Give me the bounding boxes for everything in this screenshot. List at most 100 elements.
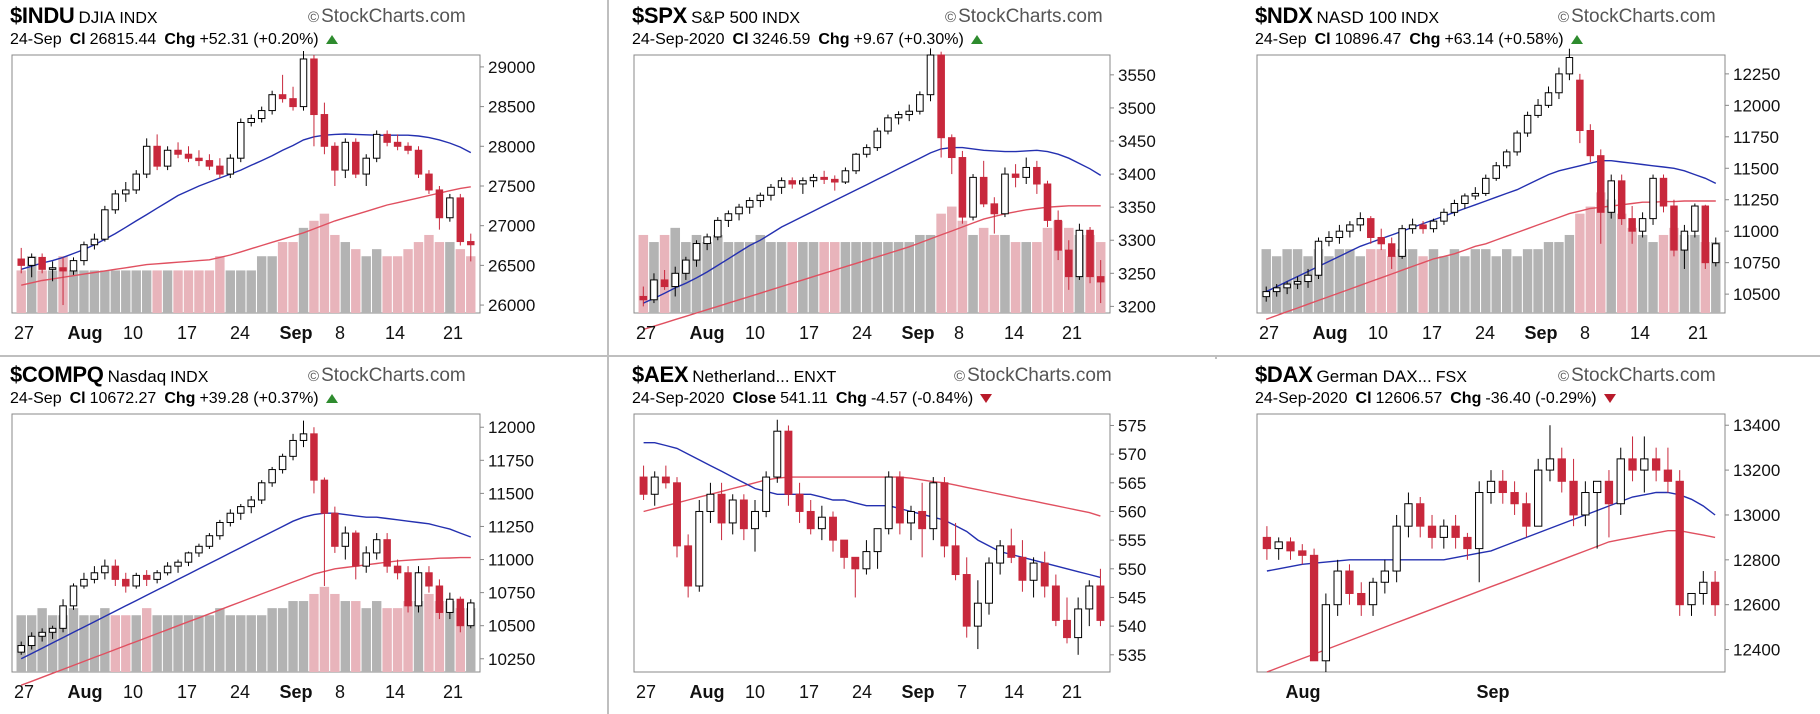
candle[interactable] bbox=[795, 482, 804, 523]
candle[interactable] bbox=[1649, 174, 1657, 225]
candle[interactable] bbox=[1033, 160, 1041, 194]
candle[interactable] bbox=[1367, 216, 1375, 244]
candle[interactable] bbox=[1096, 568, 1105, 627]
candle[interactable] bbox=[969, 174, 977, 221]
candle[interactable] bbox=[1064, 240, 1073, 290]
candle[interactable] bbox=[226, 154, 235, 179]
candle[interactable] bbox=[1557, 447, 1566, 493]
candle[interactable] bbox=[163, 146, 172, 171]
candle[interactable] bbox=[467, 233, 475, 262]
candle[interactable] bbox=[799, 177, 807, 194]
candle[interactable] bbox=[383, 130, 391, 147]
candle[interactable] bbox=[1074, 597, 1083, 655]
candle[interactable] bbox=[362, 546, 370, 573]
candle[interactable] bbox=[80, 241, 88, 266]
candle[interactable] bbox=[310, 55, 318, 147]
candle[interactable] bbox=[735, 203, 743, 221]
candle[interactable] bbox=[806, 500, 815, 535]
candle[interactable] bbox=[142, 570, 151, 586]
candle[interactable] bbox=[1680, 224, 1689, 269]
candle[interactable] bbox=[237, 503, 245, 520]
candle[interactable] bbox=[1325, 231, 1333, 247]
candle[interactable] bbox=[226, 509, 235, 527]
candle[interactable] bbox=[979, 160, 988, 208]
candlestick-chart[interactable]: 29000 28500 28000 27500 27000 26500 26000 27 Aug… bbox=[0, 0, 604, 355]
candle[interactable] bbox=[352, 530, 360, 580]
candle[interactable] bbox=[1461, 193, 1469, 209]
candle[interactable] bbox=[1398, 224, 1406, 259]
candle[interactable] bbox=[362, 154, 370, 186]
candle[interactable] bbox=[985, 557, 993, 615]
chart-panel-compq[interactable]: $COMPQ Nasdaq INDX © StockCharts.com 24-Sep… bbox=[0, 359, 604, 714]
candlestick-chart[interactable]: 575 570 565 560 555 550 545 540 535 27 Aug 10 17 24 Se… bbox=[622, 359, 1226, 714]
candle[interactable] bbox=[1051, 574, 1060, 627]
candle[interactable] bbox=[122, 572, 130, 593]
candle[interactable] bbox=[393, 134, 402, 151]
candle[interactable] bbox=[1314, 237, 1323, 280]
candle[interactable] bbox=[1404, 492, 1413, 538]
candle[interactable] bbox=[393, 559, 402, 580]
candle[interactable] bbox=[817, 505, 826, 541]
candle[interactable] bbox=[247, 496, 255, 514]
candle[interactable] bbox=[1298, 544, 1307, 565]
candle[interactable] bbox=[973, 580, 982, 650]
candle[interactable] bbox=[1710, 571, 1720, 616]
candle[interactable] bbox=[446, 193, 454, 222]
candle[interactable] bbox=[951, 522, 960, 581]
candle[interactable] bbox=[59, 599, 67, 633]
candle[interactable] bbox=[69, 257, 78, 275]
candle[interactable] bbox=[299, 420, 308, 448]
candle[interactable] bbox=[1513, 130, 1521, 156]
candle[interactable] bbox=[852, 152, 860, 175]
candle[interactable] bbox=[1029, 557, 1038, 598]
candle[interactable] bbox=[1333, 559, 1342, 616]
candle[interactable] bbox=[372, 130, 381, 163]
candle[interactable] bbox=[205, 533, 214, 549]
candle[interactable] bbox=[1007, 528, 1016, 564]
candle[interactable] bbox=[773, 419, 782, 483]
candle[interactable] bbox=[1357, 582, 1366, 616]
candle[interactable] bbox=[1471, 187, 1480, 200]
candle[interactable] bbox=[1586, 124, 1595, 162]
candle[interactable] bbox=[153, 134, 161, 171]
candle[interactable] bbox=[809, 174, 818, 188]
candle[interactable] bbox=[1309, 548, 1319, 662]
candle[interactable] bbox=[1272, 284, 1281, 297]
candle[interactable] bbox=[1651, 447, 1661, 482]
candle[interactable] bbox=[1368, 577, 1378, 616]
candle[interactable] bbox=[446, 592, 454, 620]
candle[interactable] bbox=[111, 559, 120, 586]
candle[interactable] bbox=[706, 482, 715, 523]
candle[interactable] bbox=[331, 506, 339, 553]
candle[interactable] bbox=[937, 51, 945, 158]
candle[interactable] bbox=[1063, 597, 1071, 644]
candle[interactable] bbox=[184, 146, 193, 163]
candle[interactable] bbox=[341, 138, 350, 179]
candle[interactable] bbox=[1408, 218, 1417, 234]
candle[interactable] bbox=[372, 533, 381, 560]
candle[interactable] bbox=[216, 158, 224, 179]
candle[interactable] bbox=[862, 144, 871, 158]
candle[interactable] bbox=[1712, 237, 1720, 267]
candle[interactable] bbox=[195, 150, 203, 167]
candle[interactable] bbox=[1096, 260, 1105, 304]
candle[interactable] bbox=[1075, 223, 1084, 280]
candle[interactable] bbox=[38, 628, 46, 642]
candle[interactable] bbox=[257, 480, 266, 504]
candle[interactable] bbox=[174, 142, 182, 159]
candle[interactable] bbox=[237, 118, 245, 163]
candle[interactable] bbox=[990, 197, 999, 234]
candle[interactable] bbox=[907, 505, 915, 541]
candle[interactable] bbox=[762, 471, 771, 518]
candle[interactable] bbox=[884, 114, 892, 135]
candle[interactable] bbox=[1510, 481, 1519, 515]
candle[interactable] bbox=[1502, 149, 1511, 169]
candle[interactable] bbox=[310, 427, 318, 494]
candle[interactable] bbox=[1463, 532, 1472, 560]
candle[interactable] bbox=[820, 170, 828, 184]
chart-panel-indu[interactable]: $INDU DJIA INDX © StockCharts.com 24-Sep Cl 2… bbox=[0, 0, 604, 355]
candle[interactable] bbox=[929, 477, 938, 541]
candle[interactable] bbox=[1492, 161, 1500, 181]
candle[interactable] bbox=[916, 91, 924, 115]
candle[interactable] bbox=[692, 240, 701, 267]
